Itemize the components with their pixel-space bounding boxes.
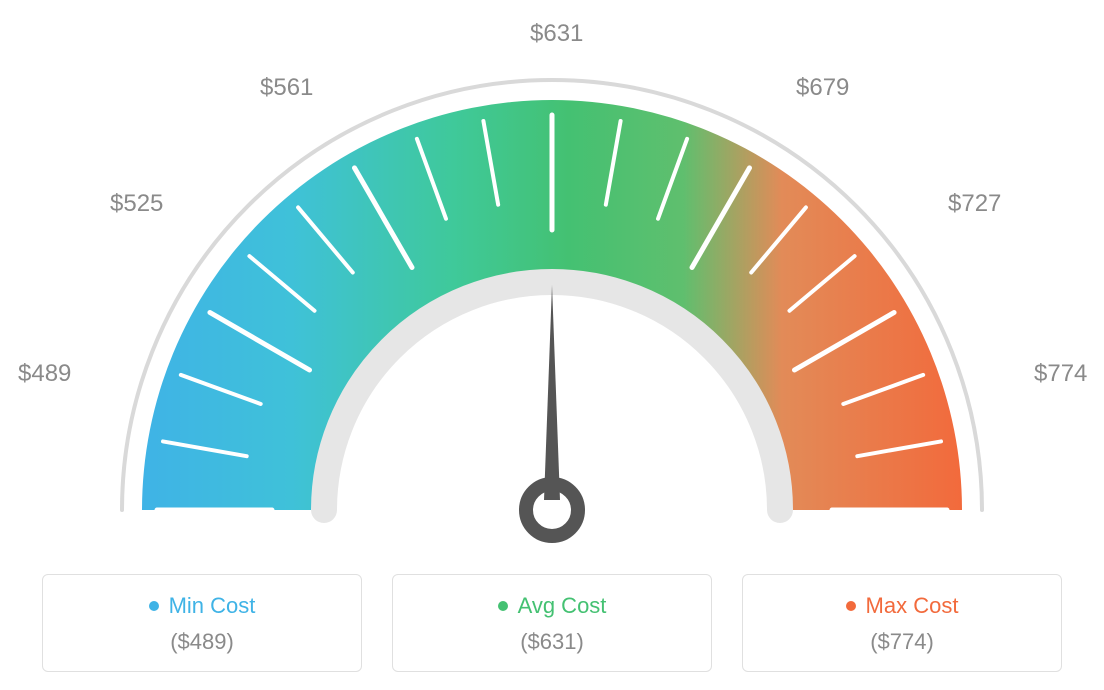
gauge-tick-label: $489: [18, 360, 71, 388]
legend-label-max: Max Cost: [866, 593, 959, 619]
legend-title-min: Min Cost: [149, 593, 256, 619]
gauge-needle: [526, 285, 578, 536]
legend-label-min: Min Cost: [169, 593, 256, 619]
gauge-tick-label: $774: [1034, 360, 1087, 388]
gauge-tick-label: $679: [796, 74, 849, 102]
gauge-svg: [72, 40, 1032, 560]
dot-icon: [846, 601, 856, 611]
legend-title-avg: Avg Cost: [498, 593, 607, 619]
gauge-tick-label: $631: [530, 20, 583, 48]
dot-icon: [498, 601, 508, 611]
legend-card-max: Max Cost ($774): [742, 574, 1062, 672]
legend-value-max: ($774): [753, 629, 1051, 655]
gauge-tick-label: $727: [948, 190, 1001, 218]
legend-row: Min Cost ($489) Avg Cost ($631) Max Cost…: [0, 574, 1104, 672]
gauge-tick-label: $561: [260, 74, 313, 102]
legend-title-max: Max Cost: [846, 593, 959, 619]
legend-card-avg: Avg Cost ($631): [392, 574, 712, 672]
legend-value-avg: ($631): [403, 629, 701, 655]
gauge-tick-label: $525: [110, 190, 163, 218]
legend-value-min: ($489): [53, 629, 351, 655]
legend-label-avg: Avg Cost: [518, 593, 607, 619]
gauge-chart: $489 $525 $561 $631 $679 $727 $774: [0, 0, 1104, 560]
dot-icon: [149, 601, 159, 611]
legend-card-min: Min Cost ($489): [42, 574, 362, 672]
